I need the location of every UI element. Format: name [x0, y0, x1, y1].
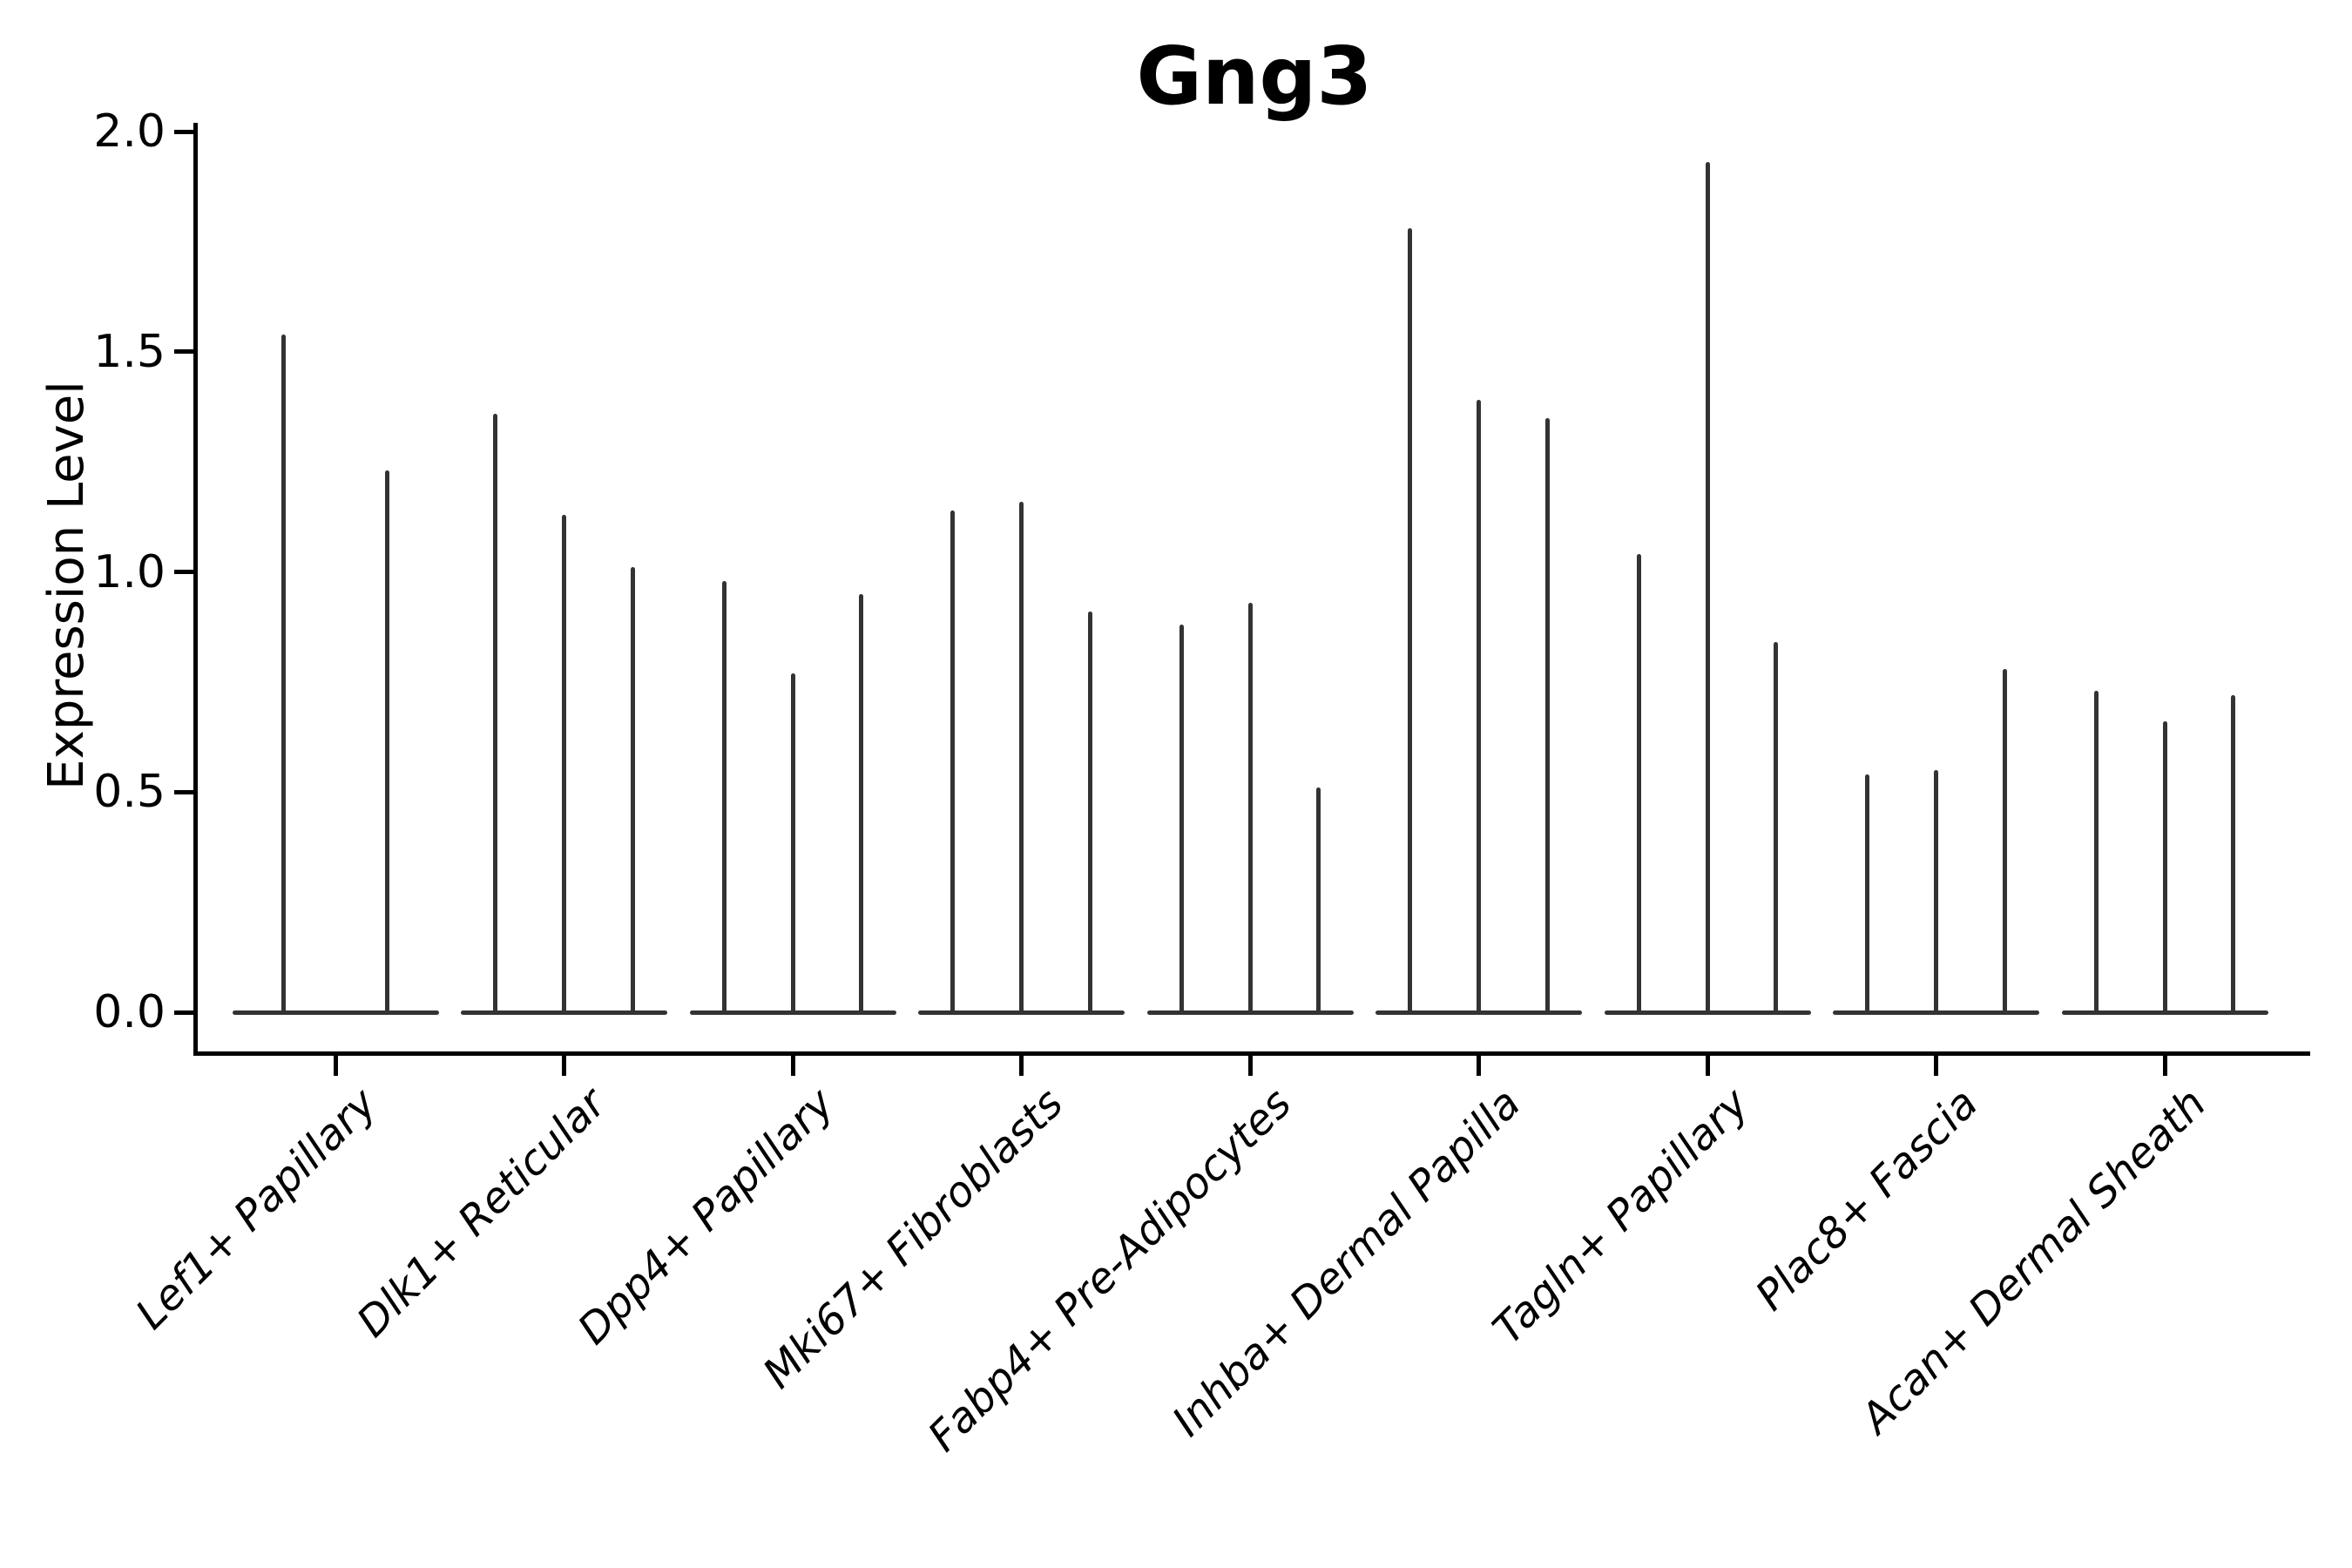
violin-spike — [1544, 417, 1550, 1014]
violin-spike — [1636, 554, 1641, 1014]
violin-spike — [2093, 690, 2099, 1014]
y-tick-label: 0.5 — [93, 766, 166, 819]
y-tick-label: 1.5 — [93, 325, 166, 378]
y-tick-mark — [174, 349, 193, 355]
violin-spike — [1019, 501, 1024, 1014]
violin-spike — [1179, 625, 1184, 1014]
x-tick-mark — [1934, 1056, 1938, 1076]
y-tick-label: 0.0 — [93, 986, 166, 1038]
y-tick-mark — [174, 1010, 193, 1015]
x-tick-mark — [1019, 1056, 1024, 1076]
y-tick-label: 2.0 — [93, 105, 166, 158]
violin-spike — [1087, 611, 1092, 1014]
y-tick-mark — [174, 789, 193, 794]
x-tick-mark — [1247, 1056, 1253, 1076]
x-tick-mark — [2162, 1056, 2167, 1076]
violin-spike — [562, 514, 566, 1014]
violin-spike — [950, 510, 956, 1014]
violin-spike — [1705, 162, 1710, 1014]
x-tick-mark — [790, 1056, 795, 1076]
y-tick-mark — [174, 570, 193, 574]
chart-title: Gng3 — [1136, 30, 1373, 123]
violin-spike — [721, 580, 727, 1014]
violin-spike — [1477, 400, 1481, 1014]
violin-spike — [1934, 769, 1938, 1014]
violin-spike — [1865, 774, 1870, 1014]
y-axis-spine — [193, 123, 198, 1056]
y-tick-mark — [174, 129, 193, 134]
violin-spike — [1316, 787, 1321, 1014]
x-tick-mark — [1705, 1056, 1710, 1076]
violin-spike — [2002, 668, 2007, 1014]
x-tick-mark — [333, 1056, 338, 1076]
violin-base — [232, 1010, 439, 1015]
violin-spike — [630, 567, 635, 1014]
violin-spike — [1408, 228, 1413, 1014]
x-tick-mark — [1477, 1056, 1481, 1076]
violin-spike — [2162, 721, 2167, 1014]
violin-spike — [385, 470, 389, 1014]
x-axis-spine — [193, 1051, 2310, 1056]
violin-spike — [1247, 602, 1253, 1014]
x-tick-mark — [562, 1056, 566, 1076]
violin-spike — [493, 413, 498, 1014]
violin-spike — [1774, 642, 1779, 1014]
violin-spike — [2231, 695, 2236, 1014]
y-tick-label: 1.0 — [93, 545, 166, 598]
violin-spike — [859, 593, 864, 1014]
violin-spike — [281, 334, 286, 1014]
violin-spike — [790, 672, 795, 1014]
